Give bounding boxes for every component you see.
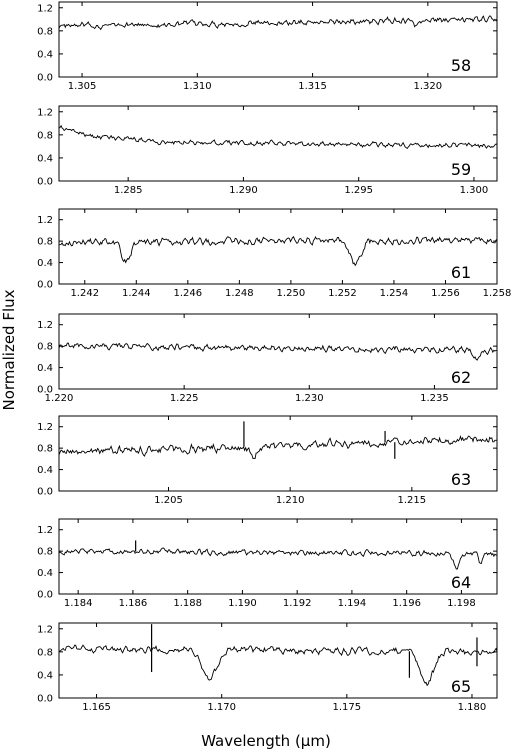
x-tick-label: 1.180	[458, 702, 487, 713]
x-tick-label: 1.310	[183, 81, 212, 92]
x-tick-label: 1.210	[276, 495, 305, 506]
x-tick-label: 1.190	[228, 598, 257, 609]
panel-order-65: 0.0 0.4 0.8 1.2 1.165 1.170 1.175 1.180 65	[37, 622, 498, 713]
spectrum-line	[58, 342, 498, 361]
panel-order-58: 0.0 0.4 0.8 1.2 1.305 1.310 1.315 1.320 58	[37, 1, 498, 92]
panel-order-61: 0.0 0.4 0.8 1.2 1.242 1.244 1.246 1.248 1.250 1.2…	[37, 208, 512, 299]
spectrum-line	[58, 124, 498, 150]
y-tick-label: 0.8	[37, 237, 53, 248]
y-tick-label: 1.2	[37, 320, 53, 331]
x-tick-label: 1.188	[173, 598, 202, 609]
panel-order-59: 0.0 0.4 0.8 1.2 1.285 1.290 1.295 1.300 59	[37, 105, 498, 196]
y-tick-label: 0.4	[37, 153, 53, 164]
x-tick-label: 1.295	[344, 185, 373, 196]
x-tick-label: 1.244	[122, 288, 151, 299]
y-tick-label: 0.8	[37, 342, 53, 353]
y-tick-label: 0.0	[37, 694, 53, 705]
panel-order-64: 0.0 0.4 0.8 1.2 1.184 1.186 1.188 1.190 1.192 1.1…	[37, 518, 498, 609]
plot-frame	[58, 105, 498, 182]
x-tick-label: 1.186	[119, 598, 148, 609]
x-tick-label: 1.300	[460, 185, 489, 196]
x-tick-label: 1.256	[431, 288, 460, 299]
x-tick-label: 1.196	[392, 598, 421, 609]
y-tick-label: 1.2	[37, 3, 53, 14]
plot-frame	[58, 1, 498, 78]
plot-frame	[58, 622, 498, 699]
x-tick-label: 1.252	[328, 288, 357, 299]
plot-frame	[58, 313, 498, 390]
x-tick-label: 1.235	[420, 393, 449, 404]
x-tick-label: 1.205	[154, 495, 183, 506]
y-tick-label: 0.4	[37, 465, 53, 476]
plot-frame	[58, 208, 498, 285]
x-tick-label: 1.225	[170, 393, 199, 404]
x-tick-label: 1.192	[283, 598, 312, 609]
x-tick-label: 1.285	[114, 185, 143, 196]
y-tick-label: 1.2	[37, 422, 53, 433]
x-tick-label: 1.250	[277, 288, 306, 299]
x-tick-label: 1.198	[447, 598, 476, 609]
y-tick-label: 0.4	[37, 258, 53, 269]
x-tick-label: 1.258	[483, 288, 512, 299]
x-axis-title: Wavelength (μm)	[201, 732, 331, 750]
order-label: 61	[451, 263, 471, 282]
y-tick-label: 1.2	[37, 525, 53, 536]
y-tick-label: 0.4	[37, 49, 53, 60]
x-tick-label: 1.246	[174, 288, 203, 299]
y-tick-label: 0.0	[37, 73, 53, 84]
order-label: 58	[451, 56, 471, 75]
y-tick-label: 0.4	[37, 363, 53, 374]
order-label: 65	[451, 677, 471, 696]
x-tick-label: 1.248	[225, 288, 254, 299]
y-tick-label: 1.2	[37, 107, 53, 118]
y-tick-label: 0.0	[37, 487, 53, 498]
panel-order-63: 0.0 0.4 0.8 1.2 1.205 1.210 1.215 63	[37, 415, 498, 506]
x-tick-label: 1.254	[380, 288, 409, 299]
spectrum-line	[58, 435, 498, 460]
x-tick-label: 1.305	[68, 81, 97, 92]
order-label: 64	[451, 573, 471, 592]
x-tick-label: 1.220	[45, 393, 74, 404]
y-tick-label: 0.0	[37, 385, 53, 396]
order-label: 62	[451, 368, 471, 387]
y-tick-label: 0.8	[37, 647, 53, 658]
y-tick-label: 1.2	[37, 624, 53, 635]
order-label: 63	[451, 470, 471, 489]
x-tick-label: 1.215	[398, 495, 427, 506]
y-tick-label: 0.4	[37, 568, 53, 579]
y-tick-label: 0.0	[37, 590, 53, 601]
spectrum-line	[58, 15, 498, 31]
y-tick-label: 0.0	[37, 177, 53, 188]
spectrum-line	[58, 236, 498, 267]
x-tick-label: 1.320	[414, 81, 443, 92]
order-label: 59	[451, 160, 471, 179]
x-tick-label: 1.165	[82, 702, 111, 713]
x-tick-label: 1.175	[333, 702, 362, 713]
spectrum-line	[59, 644, 498, 687]
y-tick-label: 1.2	[37, 215, 53, 226]
y-tick-label: 0.4	[37, 670, 53, 681]
spectrum-line	[58, 547, 497, 570]
x-tick-label: 1.194	[338, 598, 367, 609]
y-tick-label: 0.8	[37, 444, 53, 455]
x-tick-label: 1.290	[229, 185, 258, 196]
x-tick-label: 1.315	[298, 81, 327, 92]
y-tick-label: 0.8	[37, 130, 53, 141]
y-tick-label: 0.8	[37, 547, 53, 558]
x-tick-label: 1.230	[295, 393, 324, 404]
y-axis-title: Normalized Flux	[0, 289, 18, 410]
panels: 0.0 0.4 0.8 1.2 1.305 1.310 1.315 1.320 58 0.0 0.4…	[37, 1, 512, 713]
x-tick-label: 1.184	[64, 598, 93, 609]
x-tick-label: 1.242	[70, 288, 99, 299]
y-tick-label: 0.0	[37, 280, 53, 291]
y-tick-label: 0.8	[37, 26, 53, 37]
plot-frame	[58, 518, 498, 595]
plot-frame	[58, 415, 498, 492]
x-tick-label: 1.170	[207, 702, 236, 713]
